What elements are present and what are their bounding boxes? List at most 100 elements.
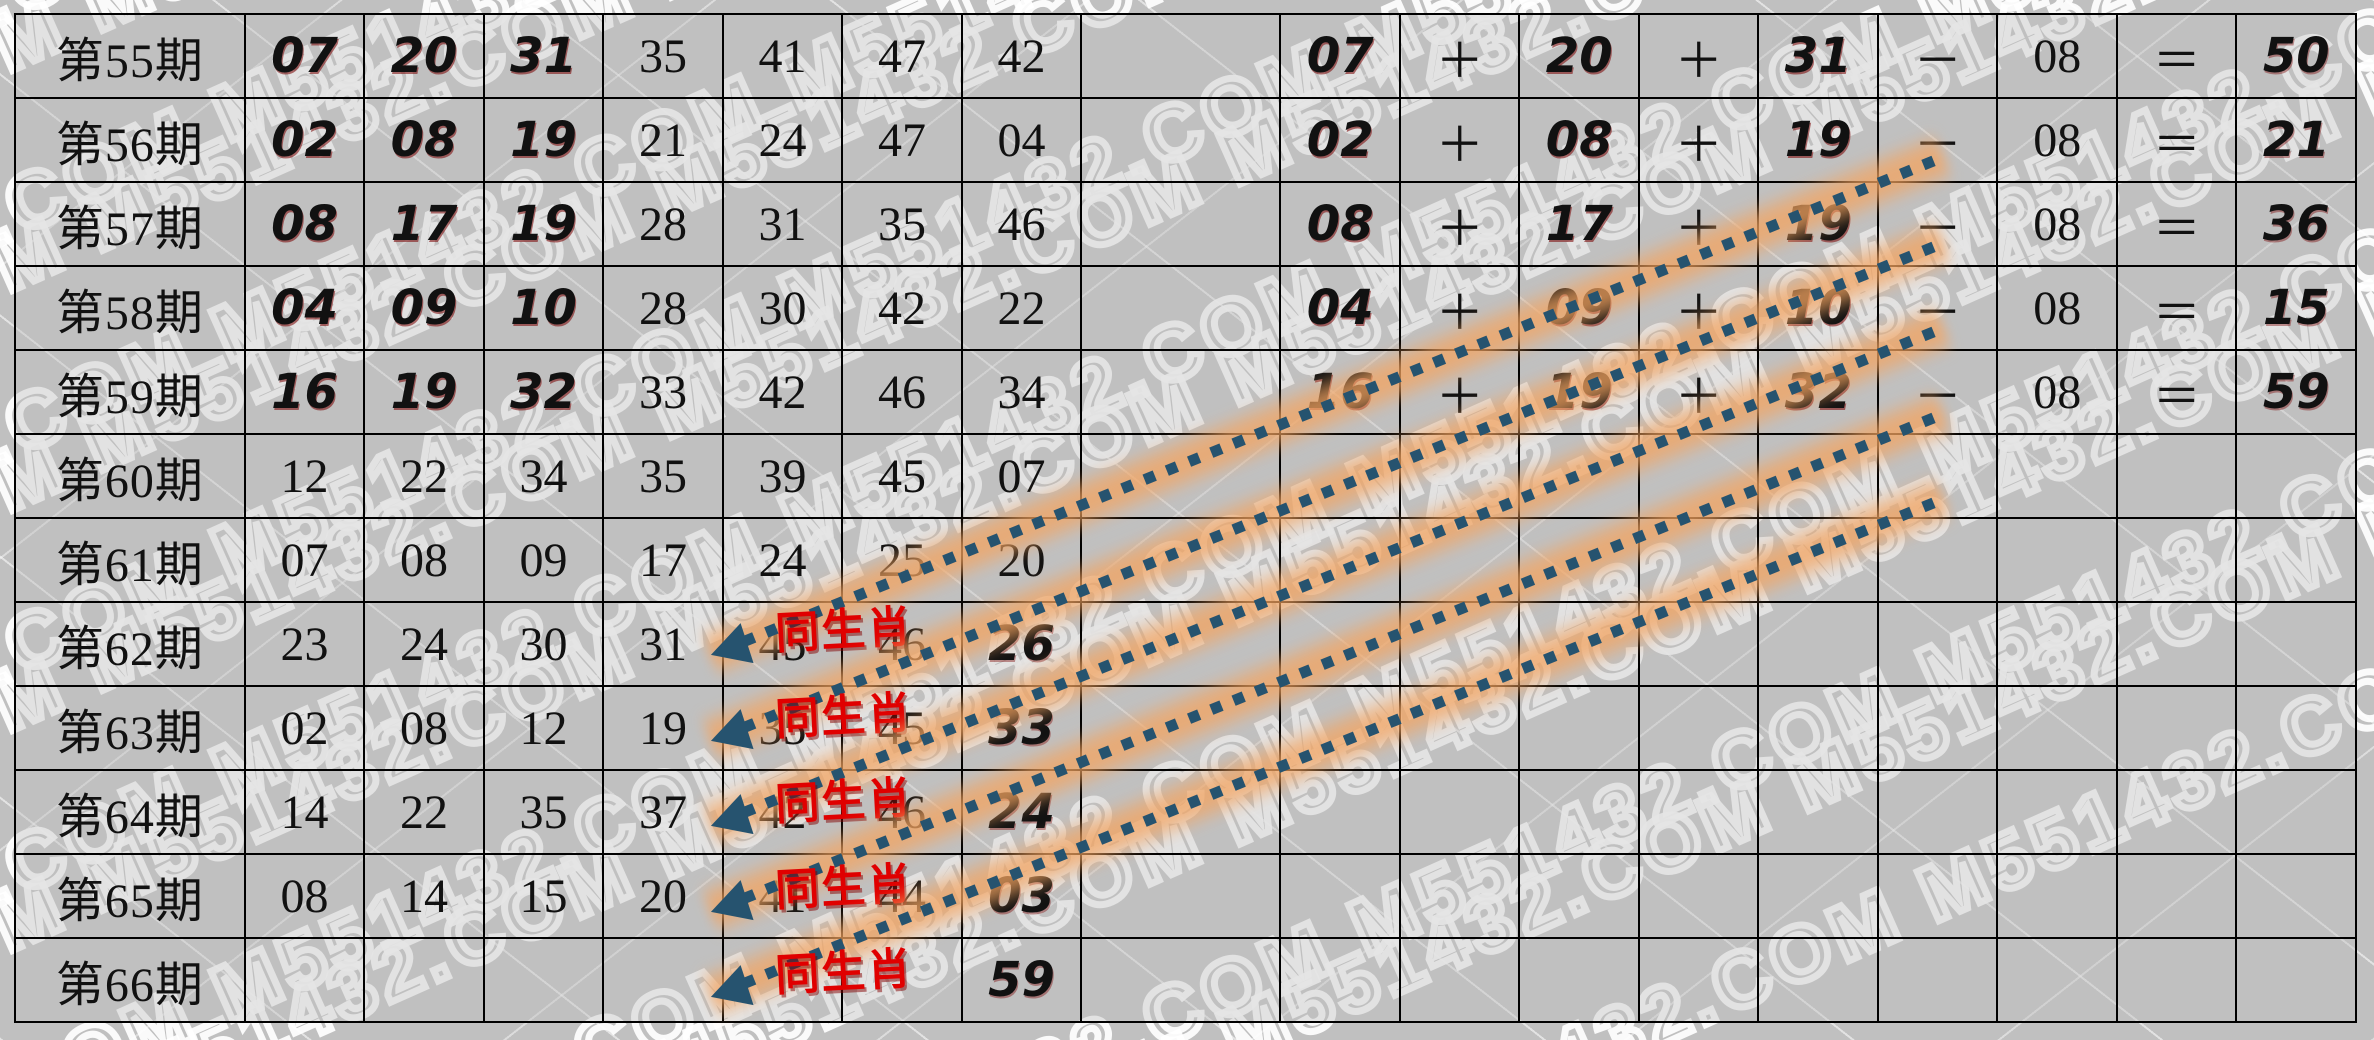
empty-cell xyxy=(2115,853,2238,939)
minus-operator: － xyxy=(1876,181,1999,267)
number-cell-highlighted: 31 xyxy=(482,13,605,99)
spacer-cell xyxy=(1080,265,1282,351)
equation-result: 21 xyxy=(2235,97,2357,183)
period-label: 第57期 xyxy=(14,181,246,267)
empty-cell xyxy=(1398,433,1521,519)
number-cell: 46 xyxy=(841,349,963,435)
plus-operator: ＋ xyxy=(1398,349,1521,435)
period-label: 第62期 xyxy=(14,601,246,687)
number-cell: 35 xyxy=(602,433,724,519)
number-cell: 14 xyxy=(363,853,485,939)
plus-operator: ＋ xyxy=(1637,13,1760,99)
number-cell: 24 xyxy=(363,601,485,687)
equation-operand: 08 xyxy=(1996,97,2118,183)
empty-cell xyxy=(2235,769,2357,855)
empty-cell xyxy=(1996,601,2118,687)
number-cell: 20 xyxy=(960,517,1083,603)
empty-cell xyxy=(2115,433,2238,519)
number-cell: 41 xyxy=(721,13,844,99)
number-cell: 42 xyxy=(721,349,844,435)
empty-cell xyxy=(1996,853,2118,939)
number-cell: 14 xyxy=(243,769,366,855)
empty-cell xyxy=(1518,433,1640,519)
number-cell-highlighted: 10 xyxy=(482,265,605,351)
empty-cell xyxy=(1279,937,1401,1023)
empty-cell xyxy=(1996,937,2118,1023)
empty-cell xyxy=(1518,601,1640,687)
empty-cell xyxy=(1279,601,1401,687)
period-label: 第56期 xyxy=(14,97,246,183)
equation-operand: 19 xyxy=(1518,349,1640,435)
empty-cell xyxy=(1876,769,1999,855)
period-label: 第55期 xyxy=(14,13,246,99)
empty-cell xyxy=(1398,601,1521,687)
number-cell: 46 xyxy=(841,769,963,855)
number-cell-highlighted: 19 xyxy=(363,349,485,435)
table-row: 第61期 07 08 09 17 24 25 20 xyxy=(14,517,2357,603)
number-cell: 24 xyxy=(721,97,844,183)
empty-cell xyxy=(2115,685,2238,771)
empty-cell xyxy=(1637,937,1760,1023)
number-cell: 45 xyxy=(841,685,963,771)
spacer-cell xyxy=(1080,517,1282,603)
equation-operand: 08 xyxy=(1996,265,2118,351)
number-cell: 46 xyxy=(841,601,963,687)
empty-cell xyxy=(1637,517,1760,603)
table-row: 第58期 04 09 10 28 30 42 22 04 ＋ 09 ＋ 10 － 08 ＝ 15 xyxy=(14,265,2357,351)
empty-cell xyxy=(2115,517,2238,603)
spacer-cell xyxy=(1080,13,1282,99)
equals-operator: ＝ xyxy=(2115,13,2238,99)
empty-cell xyxy=(1398,517,1521,603)
number-cell: 41 xyxy=(721,853,844,939)
empty-cell xyxy=(2235,433,2357,519)
number-cell: 23 xyxy=(243,601,366,687)
number-cell: 08 xyxy=(243,853,366,939)
empty-cell xyxy=(1637,433,1760,519)
number-cell-highlighted: 07 xyxy=(243,13,366,99)
equation-operand: 10 xyxy=(1757,265,1879,351)
empty-cell xyxy=(1518,853,1640,939)
number-cell-highlighted: 32 xyxy=(482,349,605,435)
number-cell: 37 xyxy=(602,769,724,855)
number-cell-highlighted: 08 xyxy=(363,97,485,183)
equation-result: 15 xyxy=(2235,265,2357,351)
number-cell: 45 xyxy=(721,601,844,687)
table-row: 第60期 12 22 34 35 39 45 07 xyxy=(14,433,2357,519)
empty-cell xyxy=(1996,517,2118,603)
empty-cell xyxy=(2115,937,2238,1023)
empty-cell xyxy=(1518,937,1640,1023)
empty-cell xyxy=(1398,937,1521,1023)
special-number-cell: 03 xyxy=(960,853,1083,939)
equals-operator: ＝ xyxy=(2115,181,2238,267)
plus-operator: ＋ xyxy=(1398,97,1521,183)
number-cell: 31 xyxy=(602,601,724,687)
equation-operand: 17 xyxy=(1518,181,1640,267)
minus-operator: － xyxy=(1876,97,1999,183)
minus-operator: － xyxy=(1876,13,1999,99)
table-row: 第55期 07 20 31 35 41 47 42 07 ＋ 20 ＋ 31 － 08 ＝ 50 xyxy=(14,13,2357,99)
special-number-cell: 24 xyxy=(960,769,1083,855)
number-cell: 35 xyxy=(602,13,724,99)
period-label: 第61期 xyxy=(14,517,246,603)
empty-cell xyxy=(1757,769,1879,855)
equation-operand: 31 xyxy=(1757,13,1879,99)
plus-operator: ＋ xyxy=(1398,13,1521,99)
number-cell: 35 xyxy=(841,181,963,267)
empty-cell xyxy=(1996,433,2118,519)
number-cell-highlighted: 04 xyxy=(243,265,366,351)
minus-operator: － xyxy=(1876,349,1999,435)
table-row: 第56期 02 08 19 21 24 47 04 02 ＋ 08 ＋ 19 － 08 ＝ 21 xyxy=(14,97,2357,183)
empty-cell xyxy=(2235,853,2357,939)
number-cell: 17 xyxy=(602,517,724,603)
spacer-cell xyxy=(1080,937,1282,1023)
number-cell-highlighted: 17 xyxy=(363,181,485,267)
number-cell: 08 xyxy=(363,685,485,771)
empty-cell xyxy=(2115,601,2238,687)
empty-cell xyxy=(2235,685,2357,771)
empty-cell xyxy=(1757,937,1879,1023)
spacer-cell xyxy=(1080,685,1282,771)
equation-operand: 19 xyxy=(1757,181,1879,267)
table-row: 第66期 59 xyxy=(14,937,2357,1023)
number-cell: 30 xyxy=(721,265,844,351)
table-row: 第62期 23 24 30 31 45 46 26 xyxy=(14,601,2357,687)
